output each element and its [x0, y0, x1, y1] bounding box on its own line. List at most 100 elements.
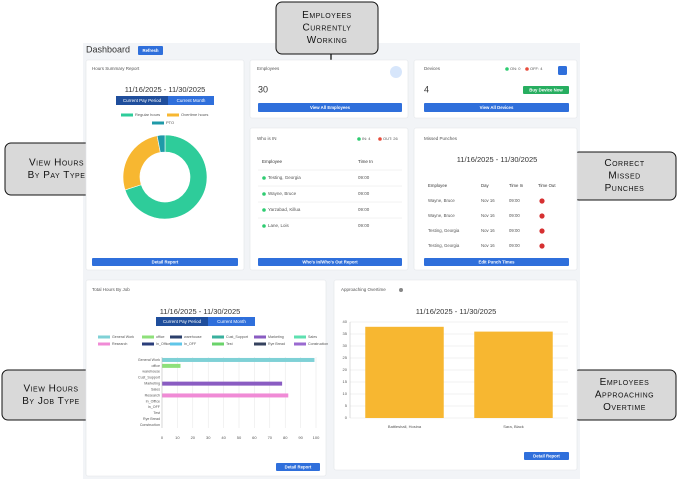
- tab-label[interactable]: Current Month: [217, 319, 246, 324]
- button[interactable]: [92, 258, 238, 266]
- legend-swatch: [170, 342, 182, 346]
- date-range: 11/16/2025 - 11/30/2025: [160, 307, 241, 316]
- legend-swatch: [170, 335, 182, 339]
- donut-slice: [124, 134, 208, 220]
- callout-text: By Pay Type: [28, 170, 86, 181]
- button[interactable]: [138, 46, 163, 55]
- tab[interactable]: [208, 317, 255, 326]
- legend-label: Cust_Support: [226, 335, 248, 339]
- cell: Nov 16: [481, 228, 495, 233]
- tab[interactable]: [156, 317, 208, 326]
- legend-swatch: [121, 113, 133, 117]
- x-tick-label: 80: [283, 435, 288, 440]
- x-tick-label: 60: [252, 435, 257, 440]
- column-header: Employee: [428, 183, 448, 188]
- date-range: 11/16/2025 - 11/30/2025: [125, 85, 206, 94]
- cell: 09:00: [509, 243, 520, 248]
- missing-punch-icon: [539, 228, 545, 234]
- legend-swatch: [212, 335, 224, 339]
- legend-swatch: [98, 335, 110, 339]
- bar: [162, 357, 315, 362]
- employee-name: Testing, Georgia: [268, 175, 301, 180]
- x-tick-label: 10: [175, 435, 180, 440]
- button[interactable]: [523, 86, 569, 94]
- button[interactable]: [524, 452, 569, 460]
- legend-swatch: [142, 335, 154, 339]
- tab[interactable]: [168, 96, 214, 105]
- column-header: Time Out: [538, 183, 556, 188]
- tab-label[interactable]: Current Pay Period: [123, 98, 162, 103]
- legend-swatch: [254, 335, 266, 339]
- y-tick-label: Marketing: [144, 382, 160, 386]
- y-tick-label: 0: [345, 415, 348, 420]
- who-is-in-card: [249, 127, 409, 271]
- cell: Wayne, Bruce: [428, 198, 455, 203]
- button-label[interactable]: View All Employees: [310, 105, 351, 110]
- cell: Nov 16: [481, 243, 495, 248]
- y-tick-label: Cust_Support: [138, 376, 160, 380]
- card-title: Devices: [424, 66, 441, 71]
- missing-punch-icon: [539, 213, 545, 219]
- button[interactable]: [258, 103, 402, 112]
- tab-label[interactable]: Current Pay Period: [163, 319, 202, 324]
- tab-label[interactable]: Current Month: [177, 98, 206, 103]
- legend-swatch: [294, 342, 306, 346]
- missing-punch-icon: [539, 198, 545, 204]
- column-header: Day: [481, 183, 489, 188]
- button-label[interactable]: Edit Punch Times: [479, 259, 516, 264]
- legend-swatch: [212, 342, 224, 346]
- legend-label: warehouse: [184, 335, 202, 339]
- donut-slice: [156, 134, 166, 153]
- callout-text: Missed: [608, 171, 640, 182]
- x-tick-label: 20: [191, 435, 196, 440]
- button-label[interactable]: Refresh: [142, 48, 158, 53]
- x-tick-label: Battleshall, Hosina: [388, 424, 422, 429]
- status-dot: [262, 176, 266, 180]
- callout-text: Punches: [605, 183, 645, 194]
- y-tick-label: 40: [343, 319, 348, 324]
- callout-text: Working: [307, 35, 348, 46]
- y-tick-label: Rye Bread: [143, 417, 160, 421]
- y-tick-label: 5: [345, 403, 348, 408]
- dashboard-title: Dashboard: [86, 44, 130, 54]
- button-label[interactable]: Detail Report: [285, 464, 312, 469]
- button[interactable]: [424, 258, 569, 266]
- time-in: 09:00: [358, 207, 370, 212]
- button-label[interactable]: Detail Report: [152, 259, 179, 264]
- callout-text: Approaching: [595, 390, 654, 401]
- time-in: 09:00: [358, 223, 370, 228]
- button-label[interactable]: Who's In/Who's Out Report: [302, 259, 358, 264]
- button-label[interactable]: View All Devices: [480, 105, 514, 110]
- button[interactable]: [424, 103, 569, 112]
- card-title: Missed Punches: [424, 136, 458, 141]
- x-tick-label: 0: [161, 435, 164, 440]
- in-count: IN: 4: [362, 136, 371, 141]
- card-title: Total Hours By Job: [92, 287, 130, 292]
- x-tick-label: 30: [206, 435, 211, 440]
- column-header: Employee: [262, 159, 283, 164]
- bar: [162, 393, 289, 398]
- tab[interactable]: [116, 96, 168, 105]
- button-label[interactable]: Detail Report: [533, 453, 560, 458]
- y-tick-label: 20: [343, 367, 348, 372]
- legend-label: Regular hours: [135, 112, 160, 117]
- cell: 09:00: [509, 213, 520, 218]
- cell: Testing, Georgia: [428, 243, 460, 248]
- cell: 09:00: [509, 228, 520, 233]
- bar: [162, 363, 181, 368]
- date-range: 11/16/2025 - 11/30/2025: [457, 155, 538, 164]
- employee-name: Yarzabad, Killua: [268, 207, 301, 212]
- button[interactable]: [276, 463, 320, 471]
- y-tick-label: 25: [343, 355, 348, 360]
- callout-text: By Job Type: [22, 396, 79, 407]
- button-label[interactable]: Buy Device Now: [529, 87, 563, 92]
- cell: Nov 16: [481, 198, 495, 203]
- x-tick-label: Sara, Black: [503, 424, 523, 429]
- button[interactable]: [258, 258, 402, 266]
- legend-label: In_OFF: [184, 342, 197, 346]
- devices-icon: [558, 66, 567, 75]
- x-tick-label: 100: [313, 435, 320, 440]
- bar: [474, 331, 553, 418]
- column-header: Time In: [509, 183, 524, 188]
- legend-swatch: [167, 113, 179, 117]
